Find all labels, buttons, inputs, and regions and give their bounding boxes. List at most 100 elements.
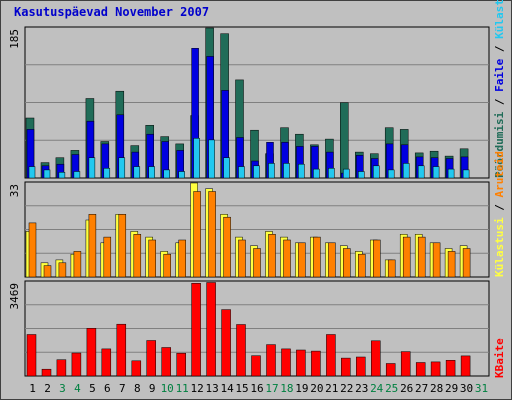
bar-traffic-3-day-22 — [343, 168, 350, 179]
bar-kbytes-1-day-21 — [326, 334, 336, 377]
bar-kbytes-1-day-11 — [176, 352, 186, 377]
bar-visits-2-day-22 — [343, 248, 351, 278]
bar-traffic-3-day-5 — [88, 157, 96, 179]
day-label-8: 8 — [134, 382, 141, 395]
bar-traffic-3-day-4 — [73, 171, 81, 179]
bar-traffic-3-day-6 — [103, 168, 111, 179]
bar-visits-2-day-25 — [387, 259, 396, 278]
bar-kbytes-1-day-1 — [26, 334, 37, 377]
bar-kbytes-1-day-24 — [371, 340, 381, 377]
day-label-15: 15 — [235, 382, 248, 395]
day-label-12: 12 — [190, 382, 203, 395]
day-label-6: 6 — [104, 382, 111, 395]
bar-kbytes-1-day-27 — [415, 362, 426, 377]
bar-traffic-3-day-29 — [447, 168, 455, 179]
legend-entry: Pöördumisi — [493, 111, 506, 178]
day-label-2: 2 — [44, 382, 51, 395]
bar-kbytes-1-day-19 — [296, 349, 306, 377]
bar-visits-2-day-15 — [238, 239, 246, 278]
bar-visits-2-day-4 — [73, 251, 82, 278]
bar-traffic-3-day-21 — [328, 168, 335, 179]
day-label-27: 27 — [415, 382, 428, 395]
bar-traffic-3-day-2 — [43, 169, 51, 179]
bar-visits-2-day-1 — [28, 222, 37, 278]
bar-traffic-3-day-19 — [298, 163, 305, 179]
bar-visits-2-day-29 — [447, 251, 456, 278]
bar-visits-2-day-14 — [223, 216, 231, 278]
day-label-1: 1 — [29, 382, 36, 395]
bar-kbytes-1-day-15 — [236, 324, 246, 377]
bar-visits-2-day-5 — [88, 214, 97, 278]
day-label-14: 14 — [220, 382, 234, 395]
day-label-24: 24 — [370, 382, 384, 395]
bar-visits-2-day-17 — [268, 234, 276, 278]
bar-traffic-3-day-30 — [462, 169, 470, 179]
bar-traffic-3-day-28 — [432, 166, 440, 179]
legend-entry: Külastusi — [493, 217, 506, 277]
legend-separator: / — [493, 198, 506, 218]
bar-kbytes-1-day-6 — [101, 348, 112, 377]
day-label-10: 10 — [161, 382, 174, 395]
bar-kbytes-1-day-14 — [221, 309, 231, 377]
legend-separator: / — [493, 39, 506, 59]
day-label-4: 4 — [74, 382, 81, 395]
ymax-label-visits: 33 — [8, 184, 21, 197]
bar-kbytes-1-day-29 — [445, 360, 456, 377]
bar-visits-2-day-16 — [253, 248, 261, 278]
bar-kbytes-1-day-13 — [206, 282, 216, 377]
day-label-18: 18 — [280, 382, 293, 395]
legend-traffic: Pöördumisi / Faile / Külastatud lehekülg… — [493, 0, 506, 178]
bar-visits-2-day-10 — [163, 253, 171, 278]
bar-traffic-3-day-24 — [373, 165, 380, 179]
day-label-25: 25 — [385, 382, 398, 395]
bar-traffic-3-day-3 — [58, 172, 66, 179]
panel-kbytes: 3469 — [8, 280, 490, 377]
day-label-19: 19 — [295, 382, 308, 395]
day-label-13: 13 — [205, 382, 218, 395]
day-label-5: 5 — [89, 382, 96, 395]
day-label-20: 20 — [310, 382, 323, 395]
bar-visits-2-day-8 — [133, 234, 142, 278]
bar-visits-2-day-2 — [43, 265, 52, 278]
legend-kbytes: KBaite — [493, 338, 506, 378]
day-label-22: 22 — [340, 382, 353, 395]
day-label-16: 16 — [250, 382, 263, 395]
bar-visits-2-day-18 — [283, 239, 291, 278]
bar-visits-2-day-13 — [208, 191, 216, 278]
bar-visits-2-day-21 — [328, 242, 336, 278]
bar-kbytes-1-day-23 — [356, 356, 366, 377]
bar-visits-2-day-28 — [432, 242, 441, 278]
bar-kbytes-1-day-25 — [385, 363, 396, 377]
bar-traffic-3-day-17 — [268, 163, 275, 179]
day-label-11: 11 — [176, 382, 189, 395]
day-label-26: 26 — [400, 382, 413, 395]
bar-kbytes-1-day-22 — [341, 357, 351, 377]
day-label-3: 3 — [59, 382, 66, 395]
bar-visits-2-day-30 — [462, 248, 471, 278]
legend-separator: / — [493, 92, 506, 112]
bar-traffic-3-day-26 — [402, 163, 410, 179]
panel-visits: 33 — [8, 181, 490, 278]
bar-traffic-3-day-11 — [178, 171, 185, 179]
bar-traffic-3-day-15 — [238, 166, 245, 179]
bar-traffic-3-day-20 — [313, 168, 320, 179]
bar-traffic-3-day-10 — [163, 169, 170, 179]
bar-traffic-3-day-25 — [387, 169, 395, 179]
day-label-29: 29 — [445, 382, 458, 395]
bar-kbytes-1-day-16 — [251, 355, 261, 377]
ymax-label-kbytes: 3469 — [8, 283, 21, 310]
day-label-7: 7 — [119, 382, 126, 395]
legend-entry: Aruteid — [493, 151, 506, 197]
bar-traffic-3-day-14 — [223, 157, 230, 179]
bar-kbytes-1-day-17 — [266, 344, 276, 377]
bar-visits-2-day-23 — [358, 253, 366, 278]
bar-kbytes-1-day-4 — [71, 352, 82, 377]
bar-visits-2-day-20 — [313, 236, 321, 278]
bar-kbytes-1-day-7 — [116, 323, 127, 377]
bar-visits-2-day-19 — [298, 242, 306, 278]
legend-entry: KBaite — [493, 338, 506, 378]
day-label-23: 23 — [355, 382, 368, 395]
bar-visits-2-day-12 — [193, 191, 201, 278]
legend-entry: Külastatud lehekülgi — [493, 0, 506, 39]
